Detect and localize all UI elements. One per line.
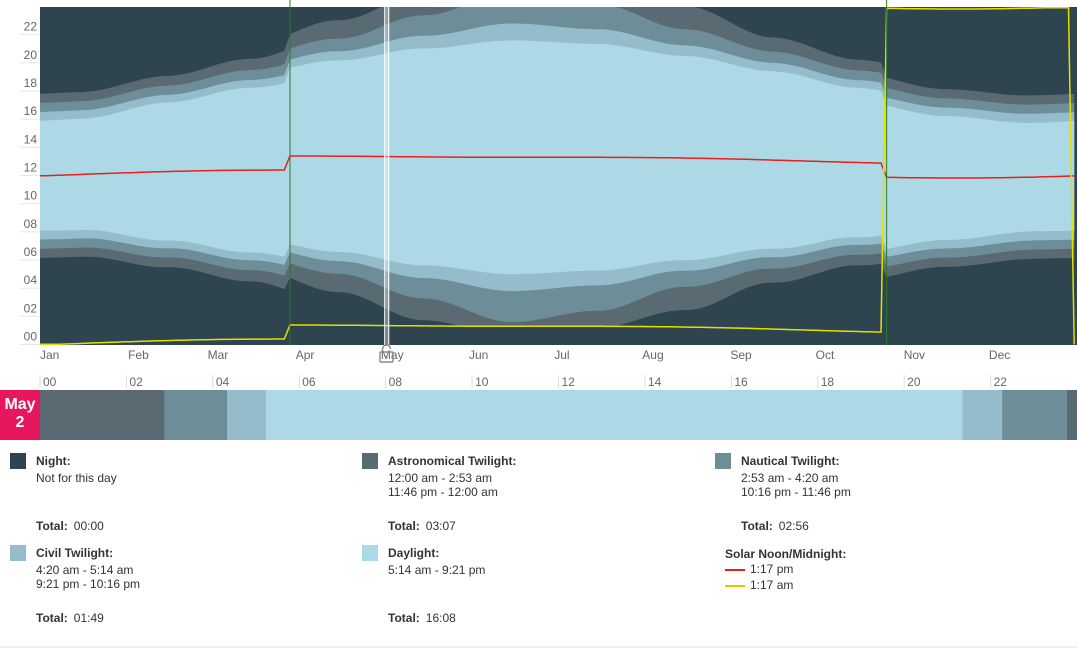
night-swatch	[10, 453, 26, 469]
y-tick-label: 06	[24, 245, 38, 259]
badge-day: 2	[15, 414, 25, 431]
selected-day-badge: May 2	[0, 390, 40, 440]
astronomical-line-1: 12:00 am - 2:53 am	[388, 471, 493, 485]
astronomical-title: Astronomical Twilight:	[388, 454, 517, 468]
hour-label: 20	[907, 375, 921, 389]
hour-label: 14	[648, 375, 662, 389]
nautical-swatch	[715, 453, 731, 469]
solar-noon-row: 1:17 pm	[725, 562, 793, 576]
astronomical-segment	[1066, 390, 1077, 440]
astronomical-total: Total: 03:07	[388, 519, 456, 533]
solar-midnight-row: 1:17 am	[725, 578, 793, 592]
hour-label: 00	[43, 375, 57, 389]
night-total: Total: 00:00	[36, 519, 104, 533]
night-total-label: Total:	[36, 519, 68, 533]
y-tick-label: 14	[24, 132, 38, 146]
hour-label: 18	[821, 375, 835, 389]
daylight-title: Daylight:	[388, 546, 440, 560]
hour-label: 02	[129, 375, 143, 389]
nautical-total: Total: 02:56	[741, 519, 809, 533]
civil-total-label: Total:	[36, 611, 68, 625]
hour-label: 22	[994, 375, 1008, 389]
month-label: May	[381, 348, 404, 362]
month-label: Apr	[296, 348, 315, 362]
month-label: Feb	[128, 348, 149, 362]
civil-title: Civil Twilight:	[36, 546, 114, 560]
daylight-line-1: 5:14 am - 9:21 pm	[388, 563, 486, 577]
civil-total: Total: 01:49	[36, 611, 104, 625]
solar-title: Solar Noon/Midnight:	[725, 547, 847, 561]
civil-segment	[962, 390, 1003, 440]
month-label: Aug	[642, 348, 663, 362]
solar-midnight-mark	[725, 584, 745, 587]
hour-label: 12	[562, 375, 576, 389]
solar-noon-line	[39, 155, 1075, 179]
astronomical-line-2: 11:46 pm - 12:00 am	[388, 485, 498, 499]
y-tick-label: 16	[24, 104, 38, 118]
selected-day-band	[384, 0, 390, 345]
nautical-total-value: 02:56	[778, 519, 809, 533]
night-title: Night:	[36, 454, 71, 468]
nautical-title: Nautical Twilight:	[741, 454, 840, 468]
y-tick-label: 04	[24, 273, 38, 287]
hour-label: 10	[475, 375, 489, 389]
astronomical-total-label: Total:	[388, 519, 420, 533]
bottom-divider	[0, 646, 1077, 648]
civil-total-value: 01:49	[73, 611, 104, 625]
daylight-total: Total: 16:08	[388, 611, 456, 625]
hour-label: 04	[216, 375, 230, 389]
y-tick-label: 12	[24, 161, 38, 175]
solar-noon-value: 1:17 pm	[750, 562, 794, 576]
daylight-segment	[266, 390, 963, 440]
month-label: Jan	[40, 348, 59, 362]
y-tick-label: 22	[24, 20, 38, 34]
astronomical-swatch	[362, 453, 378, 469]
y-tick-label: 08	[24, 217, 38, 231]
nautical-segment	[1002, 390, 1067, 440]
nautical-line-1: 2:53 am - 4:20 am	[741, 471, 839, 485]
night-total-value: 00:00	[73, 519, 104, 533]
y-tick-label: 18	[24, 76, 38, 90]
month-label: Jun	[469, 348, 488, 362]
nautical-segment	[164, 390, 228, 440]
solar-midnight-line	[40, 6, 1075, 346]
month-label: Dec	[989, 348, 1010, 362]
y-tick-label: 10	[24, 189, 38, 203]
y-tick-label: 00	[24, 330, 38, 344]
solar-noon-mark	[725, 568, 745, 571]
day-timeline[interactable]	[40, 390, 1077, 440]
night-line-1: Not for this day	[36, 471, 117, 485]
month-label: Oct	[816, 348, 835, 362]
daylight-total-label: Total:	[388, 611, 420, 625]
civil-swatch	[10, 545, 26, 561]
civil-segment	[227, 390, 267, 440]
nautical-line-2: 10:16 pm - 11:46 pm	[741, 485, 851, 499]
nautical-total-label: Total:	[741, 519, 773, 533]
month-label: Mar	[208, 348, 229, 362]
hour-label: 08	[389, 375, 403, 389]
lock-open-icon[interactable]	[379, 344, 394, 363]
astronomical-segment	[40, 390, 165, 440]
solar-midnight-value: 1:17 am	[750, 578, 794, 592]
y-tick-label: 02	[24, 301, 38, 315]
daylight-swatch	[362, 545, 378, 561]
daylight-chart[interactable]: 00 02 04 06 08 10 12 14 16 18 20 22 Jan Feb Mar Apr May J…	[0, 0, 1077, 390]
civil-line-1: 4:20 am - 5:14 am	[36, 563, 134, 577]
month-label: Jul	[554, 348, 569, 362]
astronomical-total-value: 03:07	[425, 519, 456, 533]
y-tick-label: 20	[24, 48, 38, 62]
civil-line-2: 9:21 pm - 10:16 pm	[36, 577, 141, 591]
month-label: Sep	[730, 348, 752, 362]
badge-month: May	[4, 396, 36, 413]
month-label: Nov	[904, 348, 925, 362]
hour-label: 06	[302, 375, 316, 389]
daylight-total-value: 16:08	[425, 611, 456, 625]
hour-label: 16	[734, 375, 748, 389]
